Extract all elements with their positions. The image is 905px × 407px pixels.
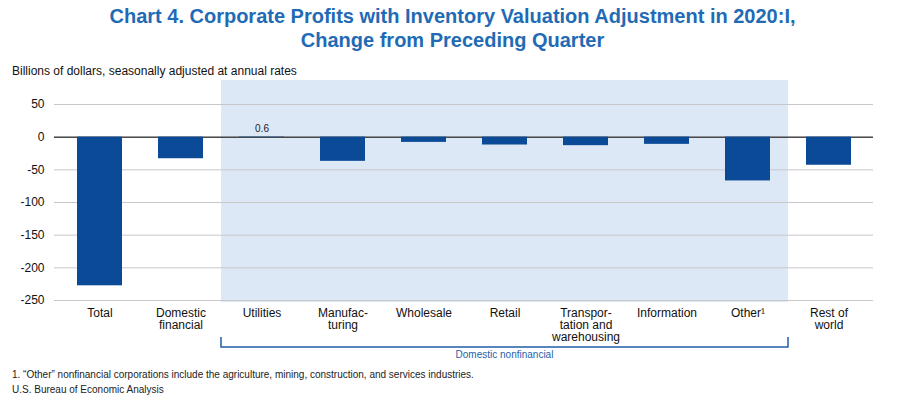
svg-text:Total: Total [87,306,112,320]
svg-text:50: 50 [31,97,45,111]
svg-text:Rest ofworld: Rest ofworld [810,306,849,332]
svg-text:-150: -150 [20,228,44,242]
svg-text:Utilities: Utilities [243,306,282,320]
svg-text:Information: Information [637,306,697,320]
svg-text:Wholesale: Wholesale [396,306,452,320]
html-text:Chart 4. Corporate Profits wit: Chart 4. Corporate Profits with Inventor… [109,5,796,51]
svg-text:-250: -250 [20,293,44,307]
svg-text:Transpor-tation andwarehousing: Transpor-tation andwarehousing [551,306,620,344]
svg-text:Retail: Retail [490,306,521,320]
svg-text:0: 0 [38,130,45,144]
svg-text:-100: -100 [20,195,44,209]
svg-text:0.6: 0.6 [255,123,269,134]
html-text:Billions of dollars, seasonall: Billions of dollars, seasonally adjusted… [12,64,297,78]
svg-text:-200: -200 [20,261,44,275]
svg-text:Manufac-turing: Manufac-turing [318,306,368,332]
html-text:1. “Other” nonfinancial corpor: 1. “Other” nonfinancial corporations inc… [12,369,474,380]
svg-text:Domesticfinancial: Domesticfinancial [156,306,206,332]
html-text:U.S. Bureau of Economic Analys: U.S. Bureau of Economic Analysis [12,384,164,395]
svg-text:-50: -50 [27,163,45,177]
svg-text:Domestic nonfinancial: Domestic nonfinancial [456,349,554,360]
svg-text:Other¹: Other¹ [731,306,765,320]
